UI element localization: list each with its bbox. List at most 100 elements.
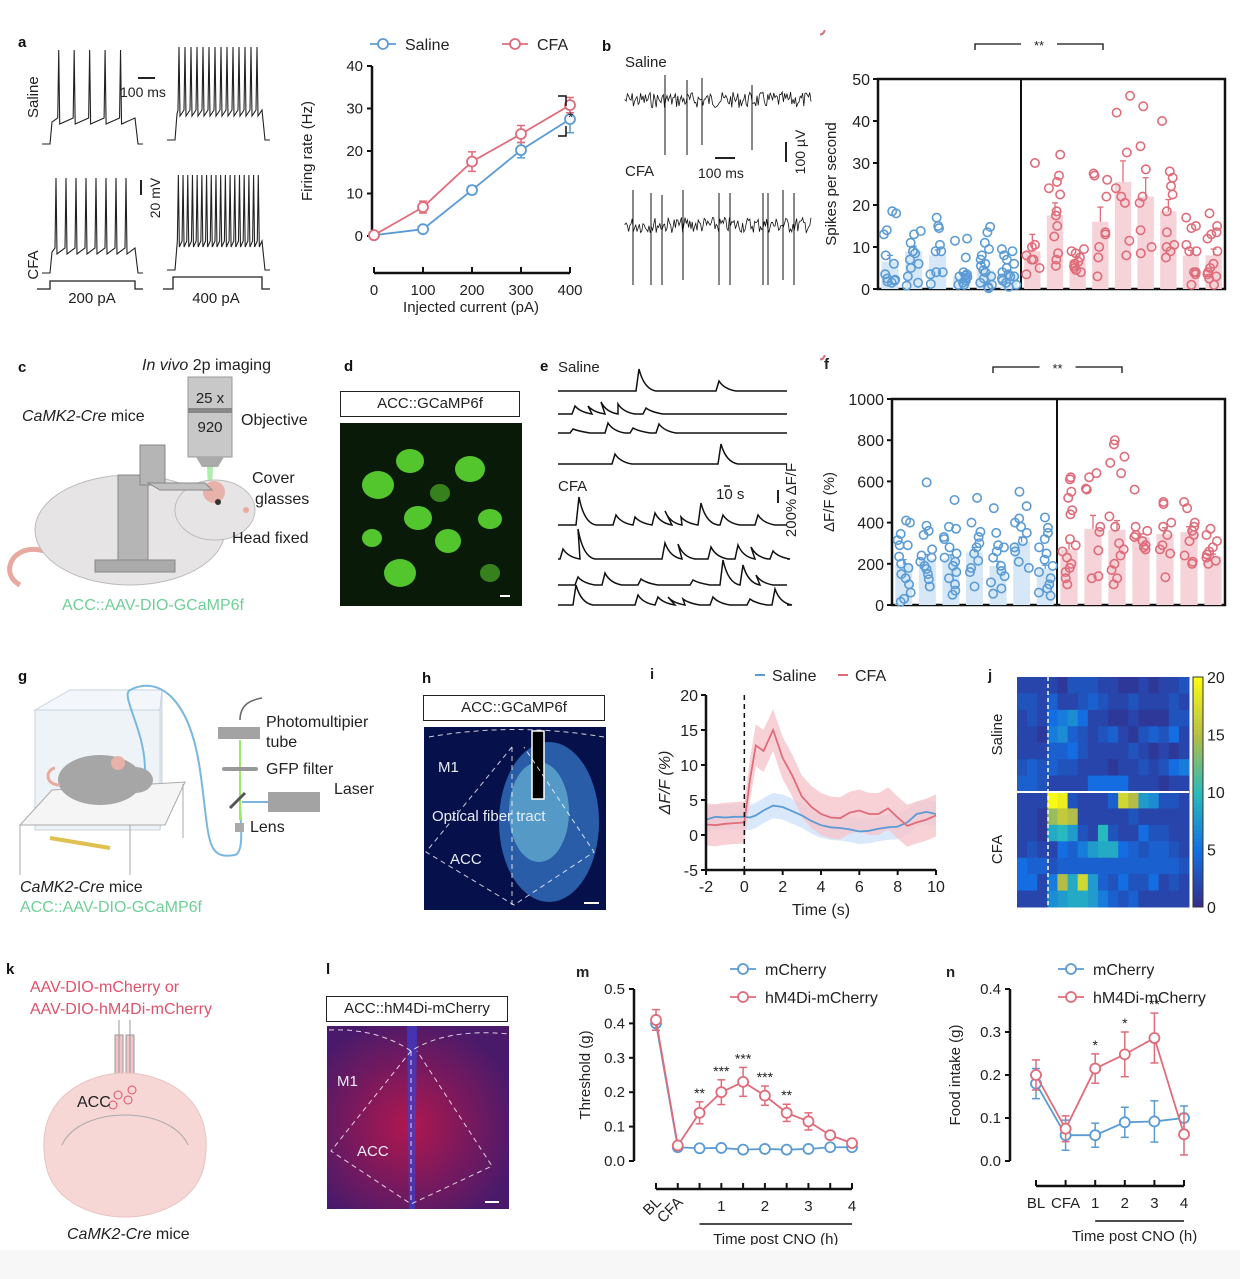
trace-saline-400pa: [167, 46, 270, 141]
data-point: [925, 278, 936, 289]
data-point: [1093, 571, 1104, 582]
panel-label-l: l: [326, 961, 331, 978]
x-axis-label: Time post CNO (h): [713, 1231, 838, 1245]
y-tick-label: 20: [680, 688, 698, 705]
heatmap-cell: [1128, 857, 1139, 875]
data-point: [1124, 235, 1135, 246]
data-point: [1110, 521, 1121, 532]
heatmap-cell: [1057, 808, 1069, 826]
data-point: [951, 548, 962, 559]
heatmap-cell: [1148, 726, 1160, 744]
data-point: [986, 279, 997, 290]
heatmap-cell: [1097, 726, 1109, 744]
data-point: [975, 526, 986, 537]
data-point: [1064, 534, 1075, 545]
colorbar-segment: [1193, 730, 1203, 735]
confidence-band-CFA: [706, 709, 936, 847]
heatmap-cell: [1037, 824, 1048, 842]
significance-marker: **: [781, 1087, 792, 1103]
data-point: [1201, 552, 1212, 563]
heatmap-cell: [1077, 874, 1089, 892]
calcium-traces: Saline CFA 10 s 200% ΔF/F: [558, 359, 800, 607]
y-tick-label: 0.0: [604, 1153, 625, 1170]
x-tick-label: 3: [804, 1198, 812, 1215]
legend-label: CFA: [537, 37, 568, 54]
data-point: [969, 581, 980, 592]
data-point: [1042, 522, 1053, 533]
panel-n: n 0.0 0.1 0.2 0.3 0.4 Food intake (g) BL CFA 1 2 3 4…: [940, 955, 1240, 1245]
data-point: [931, 212, 942, 223]
data-point: [1009, 258, 1020, 269]
heatmap-cell: [1017, 677, 1028, 694]
data-point: [996, 583, 1007, 594]
heatmap-cell: [1128, 693, 1139, 711]
data-point: [984, 244, 995, 255]
data-point: [896, 558, 907, 569]
panel-label-i: i: [650, 666, 654, 683]
data-point: [1053, 248, 1064, 259]
heatmap-cell: [1118, 808, 1129, 826]
data-point: [1148, 1115, 1161, 1128]
heatmap-cell: [1027, 759, 1038, 777]
data-point: [1212, 246, 1223, 257]
heatmap-cell: [1128, 841, 1139, 859]
data-point: [962, 272, 973, 283]
heatmap-cell: [1168, 874, 1180, 892]
colorbar-segment: [1193, 884, 1203, 889]
x-tick-label: 2: [1121, 1195, 1129, 1212]
y-axis-label: ΔF/F (%): [657, 751, 674, 816]
optics-icon: [218, 697, 320, 832]
data-point: [1179, 550, 1190, 561]
significance-marker: ***: [713, 1063, 730, 1079]
data-point: [904, 517, 915, 528]
legend-label: Saline: [923, 30, 1240, 34]
colorbar-segment: [1193, 799, 1203, 804]
y-tick-label: 0.1: [980, 1110, 1001, 1127]
acc-label: ACC: [450, 851, 482, 868]
image-title-box: ACC::hM4Di-mCherry: [326, 996, 508, 1022]
heatmap-cell: [1067, 890, 1079, 908]
data-point: [1182, 503, 1193, 514]
heatmap-cell: [1017, 792, 1028, 809]
legend-label: CFA: [1100, 30, 1240, 34]
data-point: [846, 1137, 858, 1150]
heatmap-cell: [1067, 677, 1079, 694]
data-point: [1050, 260, 1061, 271]
panel-d: d ACC::GCaMP6f: [340, 355, 540, 610]
data-point: [1053, 170, 1064, 181]
heatmap-cell: [1037, 890, 1048, 908]
data-point: [1119, 451, 1130, 462]
x-tick-label: 2: [761, 1198, 769, 1215]
colorbar-segment: [1193, 849, 1203, 854]
data-point: [715, 1086, 728, 1099]
colorbar-segment: [1193, 688, 1203, 693]
panel-j: j Saline CFA 0 5 10 15 20: [960, 660, 1240, 920]
colorbar-segment: [1193, 887, 1203, 893]
legend-label: Saline: [945, 355, 1240, 359]
data-point: [894, 540, 905, 551]
mouse-icon: [7, 444, 256, 588]
heatmap-cell: [1168, 742, 1180, 760]
data-point: [1119, 197, 1130, 208]
mouse-icon: [46, 755, 153, 805]
y-tick-label: 0.1: [604, 1119, 625, 1136]
heatmap-cell: [1047, 890, 1058, 908]
panel-label-a: a: [18, 34, 27, 51]
significance-marker: ***: [757, 1069, 774, 1085]
data-point: [1186, 279, 1197, 290]
row-label-cfa: CFA: [25, 250, 42, 279]
heatmap-cell: [1027, 726, 1038, 744]
data-point: [1135, 225, 1146, 236]
current-step-200: [37, 280, 143, 290]
data-point: [1204, 208, 1215, 219]
data-point: [1086, 573, 1097, 584]
y-tick-label: 0: [861, 282, 870, 299]
colorbar-segment: [1193, 677, 1203, 682]
acc-label: ACC: [357, 1143, 389, 1160]
data-point: [1039, 512, 1050, 523]
data-point: [943, 521, 954, 532]
data-point: [996, 566, 1007, 577]
data-point: [780, 1143, 793, 1156]
colorbar-segment: [1193, 738, 1203, 743]
